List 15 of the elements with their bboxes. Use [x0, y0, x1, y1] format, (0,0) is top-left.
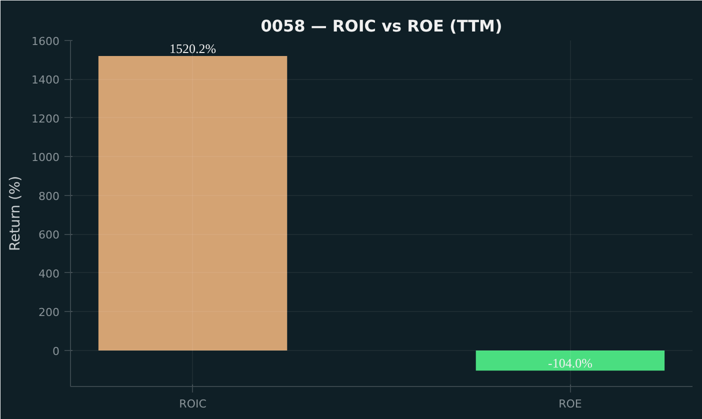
y-tick-label: 800: [38, 190, 60, 203]
y-tick-label: 0: [52, 344, 60, 358]
x-tick-label: ROE: [558, 398, 582, 410]
data-label: 1520.2%: [169, 40, 216, 56]
data-label: -104.0%: [548, 356, 593, 371]
chart-title: 0058 — ROIC vs ROE (TTM): [260, 16, 502, 36]
y-tick-label: 200: [38, 306, 60, 320]
y-tick-label: 600: [38, 228, 60, 242]
y-tick-label: 1200: [32, 112, 60, 126]
x-tick-label: ROIC: [179, 398, 207, 410]
y-tick-label: 1000: [32, 151, 60, 164]
y-tick-label: 400: [38, 267, 60, 280]
y-tick-label: 1600: [32, 35, 60, 48]
y-axis-title: Return (%): [8, 176, 24, 252]
y-tick-label: 1400: [32, 74, 60, 87]
